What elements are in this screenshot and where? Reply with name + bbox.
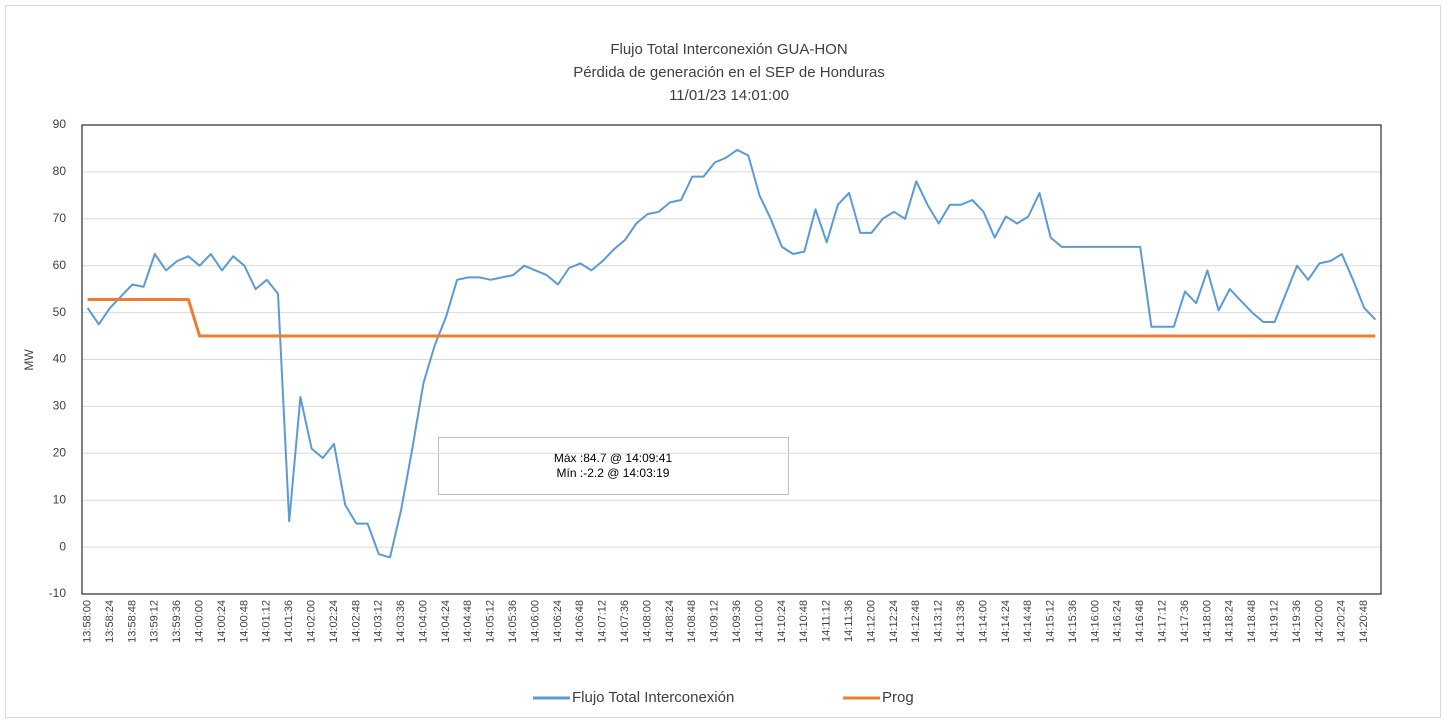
x-tick-label: 14:20:24 [1336, 600, 1348, 643]
x-tick-label: 14:13:36 [955, 600, 967, 643]
y-tick-label: 30 [53, 399, 67, 413]
x-tick-label: 14:10:00 [753, 600, 765, 643]
chart-frame [5, 5, 1441, 718]
x-tick-label: 14:08:00 [641, 600, 653, 643]
x-tick-label: 14:02:48 [350, 600, 362, 643]
x-tick-label: 14:20:48 [1358, 600, 1370, 643]
x-tick-label: 13:58:48 [126, 600, 138, 643]
x-tick-label: 14:07:12 [597, 600, 609, 643]
y-tick-label: 90 [53, 117, 67, 131]
x-tick-label: 14:17:36 [1179, 600, 1191, 643]
x-tick-label: 14:03:36 [395, 600, 407, 643]
x-tick-label: 14:05:12 [485, 600, 497, 643]
x-tick-label: 14:12:24 [888, 600, 900, 643]
annotation: Mín :-2.2 @ 14:03:19 [557, 466, 670, 480]
x-tick-label: 13:58:24 [104, 600, 116, 643]
line-series [87, 298, 1376, 338]
x-tick-label: 14:19:12 [1269, 600, 1281, 643]
x-tick-label: 14:00:48 [238, 600, 250, 643]
y-axis-label: MW [22, 349, 36, 371]
y-tick-label: 40 [53, 352, 67, 366]
y-tick-label: 0 [59, 539, 66, 553]
x-tick-label: 14:05:36 [507, 600, 519, 643]
x-tick-label: 14:00:00 [193, 600, 205, 643]
x-tick-label: 14:04:48 [462, 600, 474, 643]
x-tick-label: 14:17:12 [1157, 600, 1169, 643]
x-tick-label: 14:15:12 [1045, 600, 1057, 643]
x-tick-label: 14:10:48 [798, 600, 810, 643]
x-tick-label: 14:19:36 [1291, 600, 1303, 643]
x-tick-label: 14:18:00 [1201, 600, 1213, 643]
x-tick-label: 14:11:12 [821, 600, 833, 642]
x-tick-label: 14:00:24 [216, 600, 228, 643]
line-series [86, 148, 1377, 559]
x-tick-label: 14:13:12 [933, 600, 945, 643]
y-tick-label: 60 [53, 258, 67, 272]
chart-subtitle: 11/01/23 14:01:00 [669, 87, 789, 104]
x-tick-label: 14:14:00 [977, 600, 989, 643]
x-tick-label: 14:02:00 [305, 600, 317, 643]
x-tick-label: 13:58:00 [82, 600, 94, 643]
x-tick-label: 14:15:36 [1067, 600, 1079, 643]
x-tick-label: 14:01:12 [261, 600, 273, 643]
y-tick-label: 20 [53, 445, 67, 459]
x-tick-label: 14:10:24 [776, 600, 788, 643]
x-tick-label: 14:04:24 [440, 600, 452, 643]
chart-subtitle: Pérdida de generación en el SEP de Hondu… [573, 64, 885, 81]
x-tick-label: 14:01:36 [283, 600, 295, 643]
x-tick-label: 14:03:12 [373, 600, 385, 643]
x-tick-label: 13:59:36 [171, 600, 183, 643]
x-tick-label: 14:12:00 [865, 600, 877, 643]
x-tick-label: 14:09:12 [709, 600, 721, 643]
x-tick-label: 14:11:36 [843, 600, 855, 642]
x-tick-label: 14:18:48 [1246, 600, 1258, 643]
y-tick-label: 80 [53, 164, 67, 178]
y-tick-label: 10 [53, 492, 67, 506]
annotation: Máx :84.7 @ 14:09:41 [554, 451, 673, 465]
x-tick-label: 14:07:36 [619, 600, 631, 643]
annotation-box [438, 437, 789, 495]
legend-label: Prog [882, 689, 914, 706]
x-tick-label: 14:18:24 [1224, 600, 1236, 643]
x-tick-label: 14:06:48 [574, 600, 586, 643]
x-tick-label: 14:06:24 [552, 600, 564, 643]
x-tick-label: 14:02:24 [328, 600, 340, 643]
x-tick-label: 14:16:48 [1134, 600, 1146, 643]
plot-frame [81, 124, 1382, 595]
x-tick-label: 14:04:00 [417, 600, 429, 643]
chart-title: Flujo Total Interconexión GUA-HON [610, 41, 847, 58]
x-tick-label: 14:12:48 [910, 600, 922, 643]
y-tick-label: 50 [53, 305, 67, 319]
x-tick-label: 14:06:00 [529, 600, 541, 643]
x-tick-label: 14:16:00 [1089, 600, 1101, 643]
legend-label: Flujo Total Interconexión [572, 689, 734, 706]
x-tick-label: 14:16:24 [1112, 600, 1124, 643]
y-tick-label: 70 [53, 211, 67, 225]
y-tick-label: -10 [49, 586, 67, 600]
x-tick-label: 14:14:48 [1022, 600, 1034, 643]
x-tick-label: 14:08:24 [664, 600, 676, 643]
x-tick-label: 14:09:36 [731, 600, 743, 643]
x-tick-label: 14:20:00 [1313, 600, 1325, 643]
x-tick-label: 14:08:48 [686, 600, 698, 643]
x-tick-label: 13:59:12 [149, 600, 161, 643]
x-tick-label: 14:14:24 [1000, 600, 1012, 643]
